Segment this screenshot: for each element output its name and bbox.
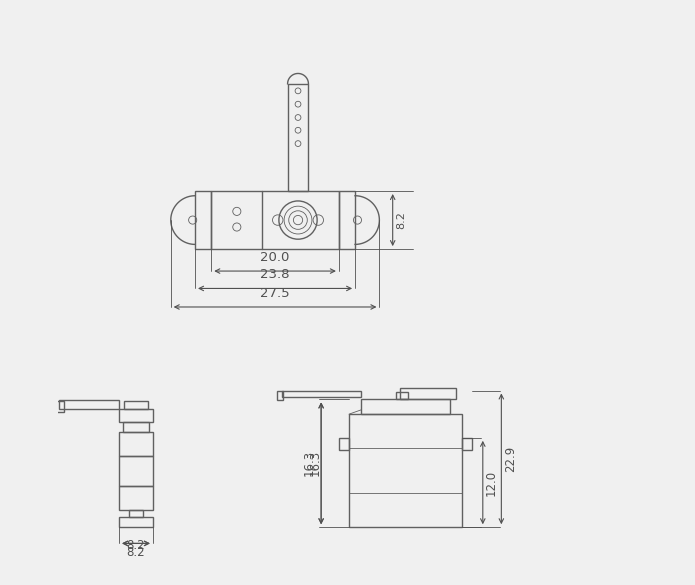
Bar <box>120 517 153 527</box>
Text: 22.9: 22.9 <box>504 446 516 472</box>
Bar <box>129 510 142 517</box>
Bar <box>120 432 153 456</box>
Text: 8.2: 8.2 <box>126 539 145 552</box>
Bar <box>338 191 355 249</box>
Bar <box>124 401 148 409</box>
Text: 23.8: 23.8 <box>261 269 290 281</box>
Text: 8.2: 8.2 <box>126 546 145 559</box>
Bar <box>277 391 284 400</box>
Text: 8.2: 8.2 <box>396 211 406 229</box>
Bar <box>122 422 149 432</box>
Bar <box>195 191 211 249</box>
Bar <box>462 438 472 450</box>
Bar <box>120 456 153 486</box>
Bar <box>338 438 349 450</box>
Text: 27.5: 27.5 <box>260 287 290 300</box>
Bar <box>211 191 338 249</box>
Bar <box>361 400 450 414</box>
Text: 16.3: 16.3 <box>302 450 316 476</box>
Bar <box>120 486 153 510</box>
Bar <box>58 400 120 410</box>
Text: 12.0: 12.0 <box>485 470 498 495</box>
Bar <box>282 391 361 397</box>
Bar <box>288 84 309 191</box>
Bar <box>120 409 153 422</box>
Bar <box>396 392 408 400</box>
Bar <box>400 388 457 400</box>
Text: 20.0: 20.0 <box>261 251 290 264</box>
Bar <box>349 414 462 527</box>
Bar <box>45 401 64 412</box>
Text: 16.3: 16.3 <box>309 450 321 476</box>
